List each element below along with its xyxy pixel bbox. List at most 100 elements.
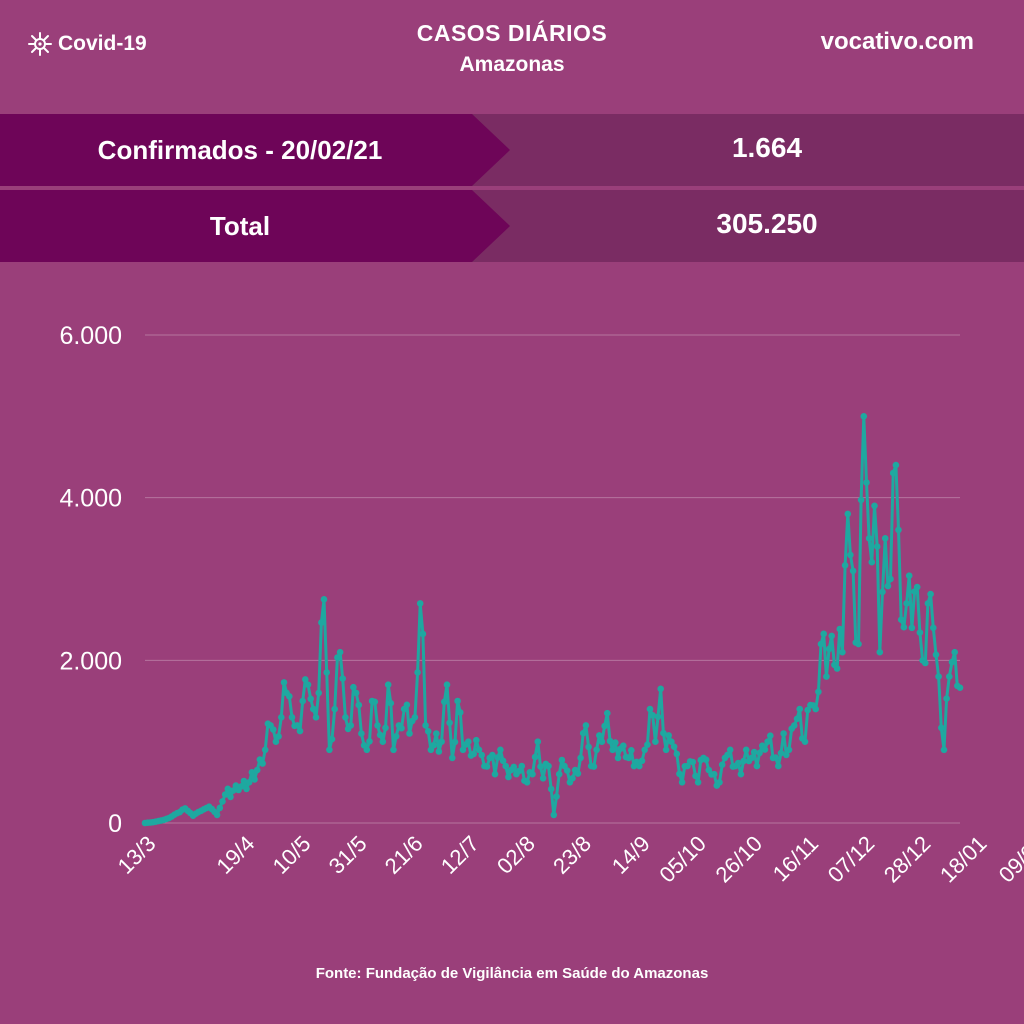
- data-point: [574, 770, 582, 777]
- data-point: [435, 748, 443, 755]
- data-point: [748, 754, 755, 762]
- x-tick-label: 31/5: [324, 831, 372, 879]
- x-tick-label: 21/6: [380, 831, 428, 879]
- x-tick-label: 13/3: [113, 831, 161, 879]
- data-point: [641, 746, 648, 754]
- data-point: [446, 719, 453, 727]
- data-point: [598, 738, 606, 745]
- data-point: [761, 746, 769, 753]
- data-point: [350, 683, 357, 691]
- data-point: [892, 461, 900, 469]
- data-point: [940, 746, 948, 754]
- data-point: [943, 695, 950, 702]
- data-point: [272, 738, 280, 745]
- data-point: [294, 722, 301, 729]
- data-point: [820, 630, 827, 638]
- data-point: [326, 746, 333, 754]
- data-point: [502, 762, 510, 770]
- data-point: [382, 724, 389, 732]
- data-point: [358, 730, 365, 737]
- data-point: [371, 698, 379, 706]
- data-point: [742, 746, 750, 754]
- brand: Covid-19: [28, 32, 147, 56]
- data-point: [660, 729, 667, 737]
- y-tick-label: 2.000: [59, 647, 122, 675]
- data-point: [863, 479, 870, 486]
- data-point: [221, 791, 229, 798]
- data-point: [278, 714, 285, 721]
- data-point: [411, 714, 419, 721]
- data-point: [935, 673, 942, 680]
- summary-label: Total: [0, 190, 510, 262]
- data-point: [750, 748, 758, 756]
- data-point: [780, 730, 787, 737]
- data-point: [793, 715, 801, 723]
- data-point: [296, 727, 304, 735]
- data-point: [839, 648, 846, 656]
- data-point: [791, 722, 798, 729]
- data-point: [376, 731, 384, 739]
- data-point: [657, 685, 664, 693]
- chart-title: CASOS DIÁRIOS: [416, 20, 608, 46]
- data-point: [582, 722, 590, 729]
- data-point: [302, 676, 309, 683]
- data-point: [363, 746, 371, 754]
- data-point: [871, 502, 878, 510]
- data-point: [625, 754, 632, 762]
- data-point: [248, 769, 256, 776]
- data-point: [585, 743, 592, 751]
- data-point: [465, 738, 472, 745]
- data-point: [491, 770, 499, 778]
- data-point: [288, 714, 296, 721]
- data-point: [895, 526, 902, 534]
- data-point: [951, 648, 958, 656]
- data-point: [352, 689, 360, 697]
- data-point: [596, 732, 603, 739]
- data-point: [649, 712, 656, 719]
- data-point: [662, 746, 670, 754]
- data-point: [441, 698, 448, 706]
- data-point: [628, 747, 635, 754]
- data-point: [219, 798, 226, 805]
- data-point: [419, 630, 427, 638]
- data-point: [828, 632, 835, 640]
- data-point: [392, 733, 400, 740]
- data-point: [497, 746, 504, 754]
- data-point: [718, 761, 726, 768]
- data-point: [710, 770, 718, 778]
- data-point: [454, 697, 461, 705]
- data-point: [424, 728, 432, 735]
- data-point: [555, 770, 563, 778]
- data-point: [457, 709, 464, 716]
- site-name: vocativo.com: [820, 28, 974, 55]
- data-point: [593, 746, 600, 754]
- data-point: [569, 775, 576, 782]
- data-point: [286, 693, 293, 700]
- data-point: [398, 724, 405, 732]
- data-point: [499, 757, 507, 765]
- data-point: [775, 762, 782, 770]
- data-point: [785, 746, 793, 754]
- data-point: [876, 648, 884, 656]
- data-point: [328, 735, 336, 743]
- data-point: [563, 767, 571, 774]
- y-tick-label: 4.000: [59, 485, 122, 513]
- x-tick-label: 02/8: [492, 831, 540, 879]
- data-point: [764, 738, 771, 745]
- data-point: [836, 625, 844, 633]
- data-point: [636, 762, 643, 770]
- data-point: [416, 600, 424, 607]
- data-point: [823, 673, 830, 680]
- data-point: [924, 600, 932, 607]
- data-point: [801, 738, 809, 745]
- data-point: [646, 705, 654, 713]
- data-point: [884, 582, 892, 590]
- data-point: [654, 713, 662, 721]
- data-point: [692, 772, 699, 780]
- data-point: [307, 695, 315, 703]
- data-point: [547, 785, 555, 793]
- data-point: [390, 746, 397, 754]
- data-point: [652, 738, 659, 745]
- data-point: [550, 811, 558, 819]
- data-point: [342, 714, 349, 721]
